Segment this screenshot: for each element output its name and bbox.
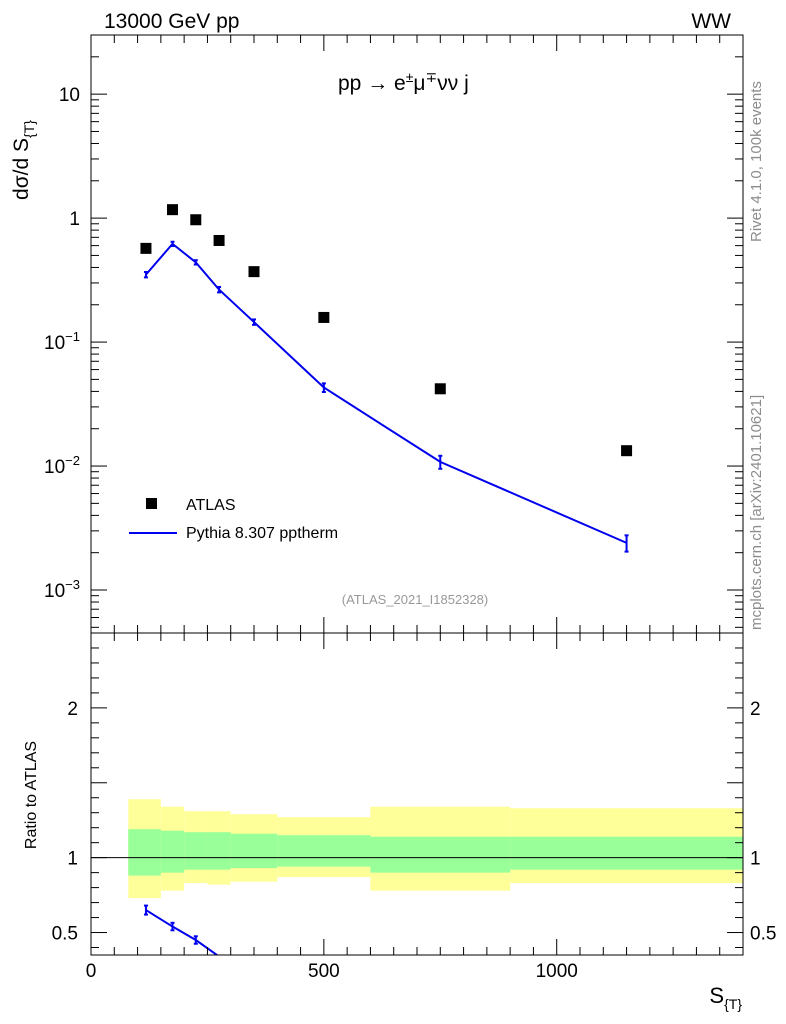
process-mid: μ — [413, 72, 425, 95]
ratio-band-inner-4 — [230, 833, 278, 869]
main-ytick-label-1: 10−2 — [44, 453, 80, 478]
legend: ATLAS Pythia 8.307 pptherm — [129, 497, 338, 542]
header-right: WW — [691, 10, 731, 33]
ratio-band-inner-6 — [370, 836, 511, 873]
ratio-ytick-label-right-2: 2 — [750, 699, 761, 720]
atlas-data-point-7 — [621, 445, 633, 457]
main-ytick-label-exp: −2 — [65, 453, 80, 468]
header-left: 13000 GeV pp — [104, 10, 239, 33]
main-series — [140, 204, 633, 553]
ratio-band-inner-7 — [510, 836, 743, 870]
main-y-label-sub: {T} — [21, 120, 37, 138]
main-frame — [90, 34, 744, 634]
ratio-y-axis: 0.5 0.5 1 1 2 2 — [52, 632, 776, 949]
ratio-ytick-label-left-1: 1 — [67, 849, 78, 870]
x-tick-label-1: 500 — [308, 961, 340, 982]
ratio-band-inner-3 — [207, 832, 231, 870]
main-ytick-label-2: 10−1 — [44, 329, 80, 354]
atlas-data-point-2 — [190, 214, 202, 226]
x-tick-label-0: 0 — [86, 961, 97, 982]
process-sup1: ± — [406, 69, 414, 85]
process-tail: νν j — [437, 72, 469, 95]
ratio-ytick-label-right-1: 1 — [750, 849, 761, 870]
legend-atlas-label: ATLAS — [186, 497, 236, 514]
ratio-band-inner-0 — [128, 829, 161, 876]
legend-atlas-marker — [146, 498, 157, 509]
main-ytick-label-4: 10 — [59, 85, 80, 106]
ratio-bands — [91, 799, 743, 899]
main-ytick-label-base: 10 — [44, 581, 65, 602]
main-y-label-base: dσ/d S — [10, 138, 33, 200]
mcplots-label: mcplots.cern.ch [arXiv:2401.10621] — [748, 395, 765, 630]
atlas-data-point-0 — [140, 242, 152, 254]
process-label: pp → e±μ∓νν j — [338, 69, 469, 95]
atlas-data-point-4 — [248, 266, 260, 278]
x-tick-label-2: 1000 — [536, 961, 578, 982]
main-ytick-label-base: 10 — [59, 85, 80, 106]
ratio-ytick-label-left-0: 0.5 — [52, 924, 78, 945]
x-axis-label: S{T} — [709, 983, 742, 1012]
main-y-label: dσ/d S{T} — [10, 120, 37, 200]
atlas-data-point-3 — [213, 234, 225, 246]
x-axis-label-sub: {T} — [724, 996, 742, 1012]
x-axis-label-base: S — [709, 983, 724, 1008]
atlas-data-point-6 — [434, 383, 446, 395]
ratio-band-inner-2 — [184, 832, 208, 870]
atlas-data-point-1 — [167, 204, 178, 216]
ratio-band-inner-1 — [160, 830, 185, 873]
process-sup2: ∓ — [426, 69, 438, 85]
main-ytick-label-exp: −3 — [65, 577, 80, 592]
main-ytick-label-base: 1 — [69, 209, 80, 230]
mc-line — [145, 242, 627, 544]
ratio-frame — [90, 632, 744, 956]
main-ytick-label-3: 1 — [69, 209, 80, 230]
rivet-label: Rivet 4.1.0, 100k events — [748, 81, 765, 242]
ratio-ytick-label-right-0: 0.5 — [750, 924, 776, 945]
ratio-ytick-label-left-2: 2 — [67, 699, 78, 720]
atlas-data-point-5 — [318, 311, 330, 323]
x-axis-ticks: 0 500 1000 — [86, 35, 744, 982]
main-ytick-label-base: 10 — [44, 457, 65, 478]
ratio-band-inner-5 — [277, 835, 371, 867]
main-ytick-label-base: 10 — [44, 333, 65, 354]
ratio-y-label: Ratio to ATLAS — [23, 741, 40, 849]
legend-mc-label: Pythia 8.307 pptherm — [186, 525, 338, 542]
process-base: pp → e — [338, 72, 406, 95]
main-ytick-label-0: 10−3 — [44, 577, 80, 602]
analysis-id: (ATLAS_2021_I1852328) — [342, 592, 488, 607]
ratio-mc-line — [145, 909, 219, 955]
main-ytick-label-exp: −1 — [65, 329, 80, 344]
